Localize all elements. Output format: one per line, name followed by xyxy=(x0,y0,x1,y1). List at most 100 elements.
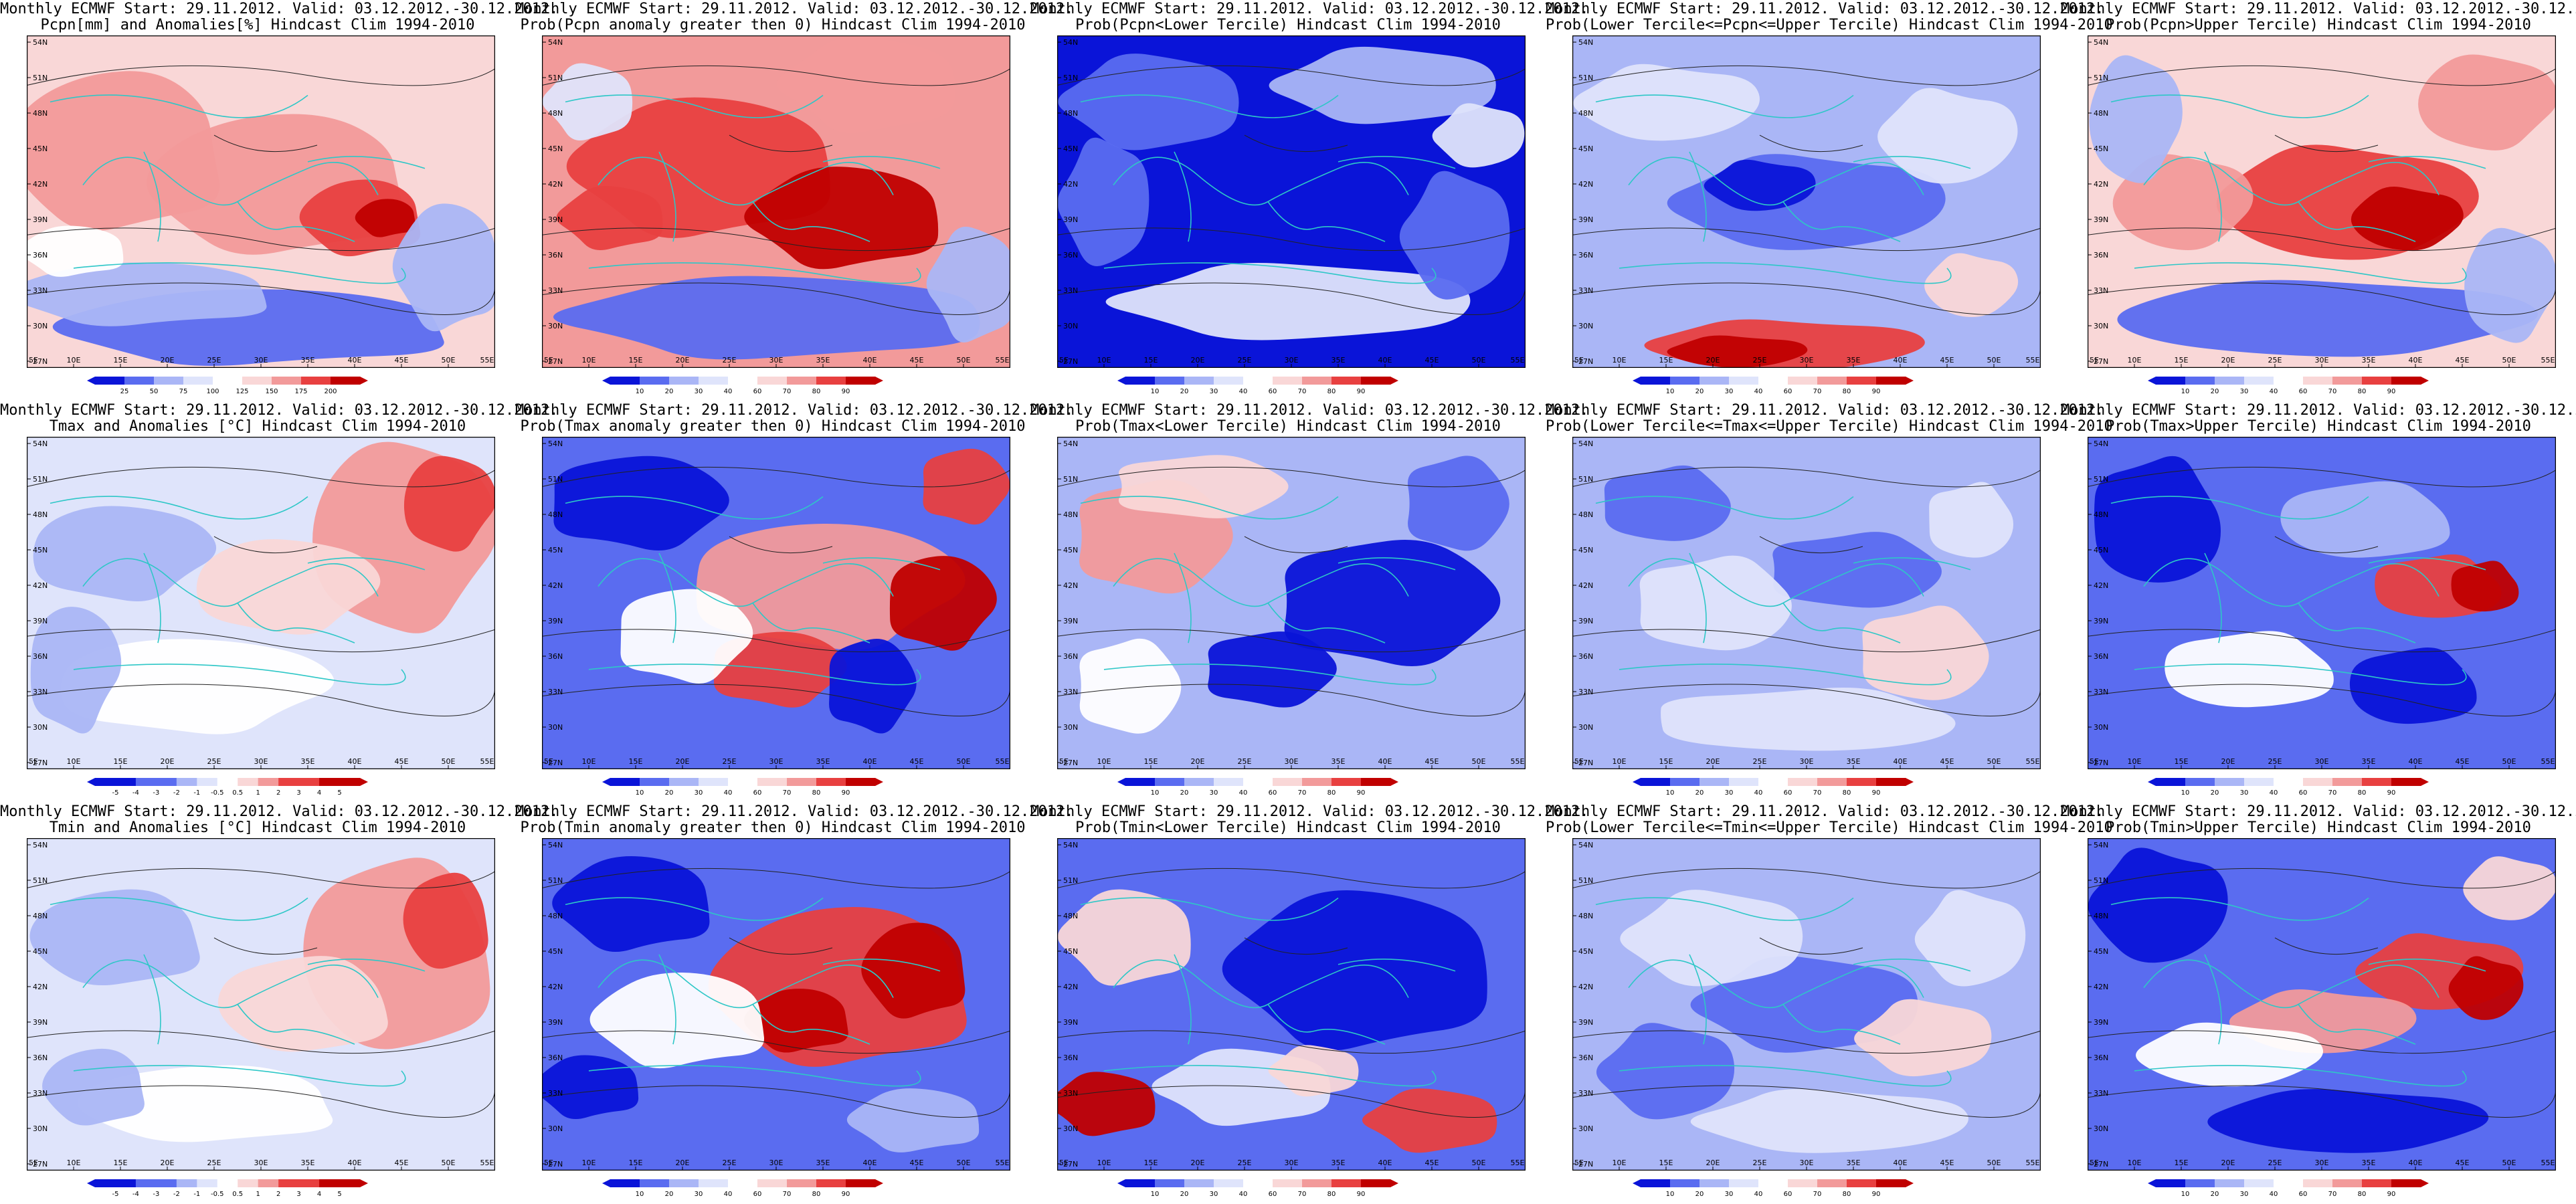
colorbar-label: -1 xyxy=(193,789,200,797)
shading-region xyxy=(1399,171,1510,300)
lat-label: 39N xyxy=(33,617,48,625)
shading-region xyxy=(196,539,381,635)
lon-label: 10E xyxy=(1613,757,1627,766)
contour-line xyxy=(729,937,833,955)
map-panel: Monthly ECMWF Start: 29.11.2012. Valid: … xyxy=(1546,0,2113,401)
lat-label: 33N xyxy=(1578,1089,1593,1098)
panel-title-line2: Prob(Pcpn<Lower Tercile) Hindcast Clim 1… xyxy=(1075,17,1501,33)
shading-region xyxy=(777,37,956,134)
lon-label: 20E xyxy=(2221,757,2235,766)
panel-title-line1: Monthly ECMWF Start: 29.11.2012. Valid: … xyxy=(0,1,559,17)
colorbar-label: 30 xyxy=(1210,1191,1218,1198)
lat-label: 39N xyxy=(548,215,563,224)
lat-label: 54N xyxy=(2094,38,2108,47)
shading-region xyxy=(1284,539,1501,667)
lon-label: 30E xyxy=(769,757,784,766)
colorbar-svg: -5 -4 -3 -2 -1 -0.5 0.5 1 2 3 4 5 xyxy=(87,778,368,797)
lat-label: 39N xyxy=(1578,617,1593,625)
contour-line xyxy=(729,134,833,153)
colorbar-segment xyxy=(1847,377,1877,385)
colorbar-label: 40 xyxy=(1239,789,1248,797)
coastline xyxy=(1619,262,1952,284)
colorbar-svg: 10 20 30 40 60 70 80 90 xyxy=(1117,377,1398,395)
contour-line xyxy=(1759,134,1863,153)
lat-label: 36N xyxy=(2094,251,2108,260)
coastline xyxy=(1103,1065,1437,1087)
colorbar-segment xyxy=(1729,377,1759,385)
lon-label: 45E xyxy=(1425,356,1439,365)
lon-label: 10E xyxy=(2128,1159,2142,1167)
lon-label: 50E xyxy=(957,356,971,365)
colorbar-label: 5 xyxy=(337,789,341,797)
map-panel: Monthly ECMWF Start: 29.11.2012. Valid: … xyxy=(1030,803,1589,1204)
lat-label: 54N xyxy=(1063,841,1078,849)
colorbar-label: 10 xyxy=(2181,388,2190,395)
lon-label: 25E xyxy=(1238,356,1252,365)
coastline xyxy=(1080,94,1339,118)
coastline xyxy=(588,262,921,284)
lat-label: 48N xyxy=(1578,109,1593,118)
lat-label: 42N xyxy=(2094,983,2108,991)
lon-label: 15E xyxy=(629,356,643,365)
contour-line xyxy=(2274,134,2379,153)
lon-label: 35E xyxy=(1331,757,1346,766)
lon-label: 40E xyxy=(1378,356,1392,365)
shading-region xyxy=(923,448,1010,525)
lon-label: 50E xyxy=(957,757,971,766)
colorbar: 10 20 30 40 60 70 80 90 xyxy=(602,778,883,797)
colorbar-segment xyxy=(1125,1179,1156,1187)
colorbar-segment xyxy=(2215,377,2245,385)
coastline xyxy=(82,157,379,206)
lat-label: 45N xyxy=(33,144,48,153)
shading-region xyxy=(1079,638,1182,734)
lat-label: 45N xyxy=(1063,144,1078,153)
lat-label: 51N xyxy=(33,74,48,82)
colorbar-label: 80 xyxy=(1327,388,1336,395)
shading-region xyxy=(1914,890,2026,987)
colorbar-arrow-right xyxy=(875,1179,883,1187)
colorbar-segment xyxy=(1729,1179,1759,1187)
coastline xyxy=(307,156,426,169)
colorbar-segment xyxy=(95,377,125,385)
lat-label: 33N xyxy=(2094,688,2108,696)
coastline xyxy=(1628,558,1924,607)
contour-line xyxy=(729,536,833,554)
colorbar-segment xyxy=(846,778,876,786)
colorbar-label: -0.5 xyxy=(211,789,224,797)
coastline xyxy=(1174,954,1192,1045)
colorbar-svg: 10 20 30 40 60 70 80 90 xyxy=(2148,377,2429,395)
colorbar-arrow-left xyxy=(87,377,95,385)
lat-label: 30N xyxy=(33,1124,48,1133)
panel-title-line1: Monthly ECMWF Start: 29.11.2012. Valid: … xyxy=(1030,803,1589,820)
map-panel: Monthly ECMWF Start: 29.11.2012. Valid: … xyxy=(515,803,1073,1204)
coastline xyxy=(2110,496,2369,520)
colorbar-segment xyxy=(2244,377,2274,385)
colorbar-segment xyxy=(1758,778,1788,786)
map-area: 54N 51N 48N 45N 42N 39N 36N 33N 30N 27N 5E 10E 15E 20… xyxy=(1572,35,2041,368)
lat-label: 36N xyxy=(2094,652,2108,661)
lat-label: 33N xyxy=(1578,688,1593,696)
lat-label: 42N xyxy=(1063,581,1078,590)
shading-region xyxy=(2418,54,2556,150)
contour-line xyxy=(2088,684,2556,716)
lat-label: 30N xyxy=(1578,1124,1593,1133)
lat-label: 42N xyxy=(33,581,48,590)
lon-label: 45E xyxy=(1940,757,1954,766)
map-panel: Monthly ECMWF Start: 29.11.2012. Valid: … xyxy=(1546,803,2113,1204)
lat-label: 30N xyxy=(33,322,48,330)
colorbar-label: 70 xyxy=(1813,1191,1822,1198)
lat-label: 48N xyxy=(548,109,563,118)
panel-title-line2: Tmax and Anomalies [°C] Hindcast Clim 19… xyxy=(49,418,466,435)
lon-label: 35E xyxy=(816,1159,830,1167)
lat-label: 42N xyxy=(548,581,563,590)
lon-label: 40E xyxy=(863,757,877,766)
map-frame xyxy=(542,838,1010,1171)
colorbar-label: 10 xyxy=(1666,388,1675,395)
lat-label: 54N xyxy=(548,439,563,448)
map-area: 54N 51N 48N 45N 42N 39N 36N 33N 30N 27N 5E 10E 15E 20… xyxy=(1057,437,1526,769)
colorbar-label: -3 xyxy=(153,789,159,797)
lat-label: 39N xyxy=(1063,215,1078,224)
colorbar-svg: 10 20 30 40 60 70 80 90 xyxy=(602,1179,883,1198)
shading-region xyxy=(926,226,1010,342)
